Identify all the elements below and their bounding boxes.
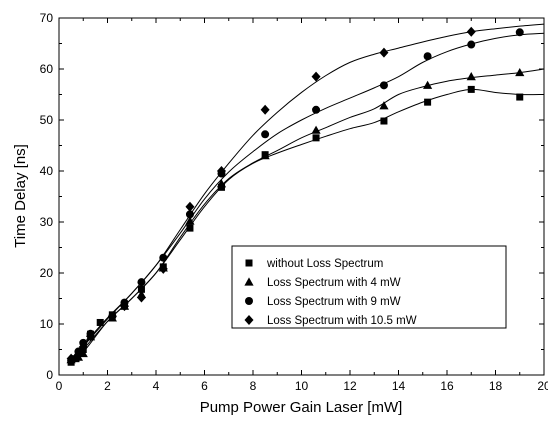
data-point-triangle <box>423 80 433 89</box>
y-tick-label: 40 <box>40 164 54 178</box>
x-tick-label: 14 <box>392 379 406 393</box>
fit-curve-3 <box>70 23 545 360</box>
x-tick-label: 8 <box>250 379 257 393</box>
x-tick-label: 4 <box>153 379 160 393</box>
data-point-triangle <box>185 216 195 225</box>
x-tick-label: 18 <box>489 379 503 393</box>
data-point-diamond <box>136 292 146 303</box>
x-tick-label: 20 <box>537 379 548 393</box>
data-point-square <box>312 134 320 142</box>
data-point-triangle <box>311 125 321 134</box>
data-point-diamond <box>216 166 226 176</box>
data-point-diamond <box>185 201 195 212</box>
data-point-square <box>96 318 104 326</box>
data-point-square <box>380 117 388 125</box>
data-point-circle <box>467 40 476 49</box>
legend-box <box>231 245 507 329</box>
y-tick-label: 10 <box>40 317 54 331</box>
y-tick-label: 70 <box>40 11 54 25</box>
data-point-diamond <box>311 71 321 82</box>
legend-marker-square <box>245 259 253 267</box>
y-tick-label: 0 <box>46 368 53 382</box>
legend-label: Loss Spectrum with 9 mW <box>267 296 401 308</box>
data-point-square <box>424 98 432 106</box>
x-tick-label: 12 <box>343 379 357 393</box>
data-point-square <box>186 224 194 232</box>
x-tick-label: 0 <box>56 379 63 393</box>
data-point-square <box>467 85 475 93</box>
data-point-circle <box>312 105 321 114</box>
legend: without Loss Spectrum Loss Spectrum with … <box>231 245 507 329</box>
x-axis-title: Pump Power Gain Laser [mW] <box>200 399 403 416</box>
data-point-circle <box>379 81 388 90</box>
data-point-diamond <box>86 331 96 342</box>
data-point-circle <box>423 52 432 61</box>
data-point-circle <box>159 253 168 262</box>
data-point-circle <box>261 130 270 139</box>
legend-label: without Loss Spectrum <box>266 258 383 270</box>
y-axis-title: Time Delay [ns] <box>12 144 29 248</box>
data-point-circle <box>515 28 524 37</box>
data-point-circle <box>185 210 194 219</box>
legend-label: Loss Spectrum with 4 mW <box>267 277 401 289</box>
data-point-circle <box>137 278 146 287</box>
axes: 0 2 4 6 8 10 12 14 16 18 20 0 10 20 30 40 50 60 70 <box>40 11 548 393</box>
x-tick-label: 2 <box>104 379 111 393</box>
data-point-diamond <box>66 353 76 364</box>
x-tick-label: 6 <box>201 379 208 393</box>
data-point-triangle <box>216 179 227 188</box>
data-point-triangle <box>515 67 525 77</box>
data-point-triangle <box>260 151 270 160</box>
data-point-diamond <box>260 104 270 115</box>
y-tick-label: 30 <box>40 215 54 229</box>
data-point-square <box>137 285 145 293</box>
y-tick-label: 60 <box>40 62 54 76</box>
data-markers <box>66 26 525 366</box>
data-point-diamond <box>466 26 476 37</box>
data-point-diamond <box>107 311 117 322</box>
legend-marker-circle <box>245 297 253 305</box>
data-point-diamond <box>73 349 83 360</box>
x-tick-label: 16 <box>440 379 454 393</box>
legend-label: Loss Spectrum with 10.5 mW <box>267 315 417 327</box>
y-tick-label: 20 <box>40 266 54 280</box>
y-tick-label: 50 <box>40 113 54 127</box>
data-point-square <box>516 93 524 101</box>
data-point-triangle <box>379 101 389 110</box>
data-point-triangle <box>466 72 476 81</box>
legend-marker-triangle <box>244 277 254 286</box>
data-point-diamond <box>78 341 88 352</box>
legend-marker-diamond <box>244 315 254 325</box>
data-point-diamond <box>379 47 389 58</box>
x-tick-label: 10 <box>295 379 309 393</box>
data-point-diamond <box>119 301 129 312</box>
data-point-diamond <box>158 263 168 274</box>
